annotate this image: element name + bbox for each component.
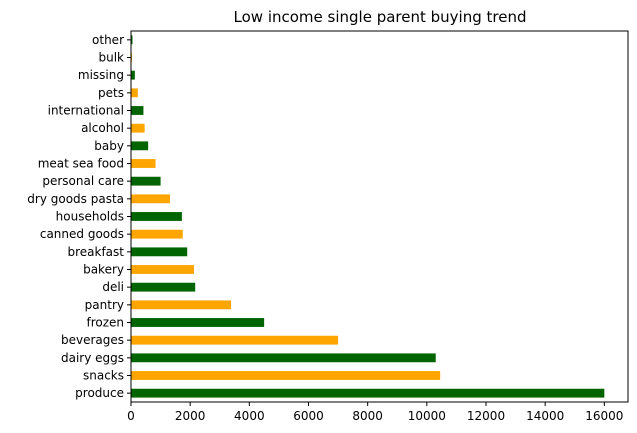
bar-breakfast <box>131 247 188 257</box>
y-tick-label: frozen <box>86 316 124 330</box>
x-tick-label: 16000 <box>585 409 623 423</box>
y-tick-label: pets <box>98 86 124 100</box>
bar-beverages <box>131 335 339 345</box>
x-tick-label: 10000 <box>408 409 446 423</box>
y-tick-label: snacks <box>83 369 124 383</box>
y-tick-label: households <box>56 210 124 224</box>
y-tick-label: bakery <box>83 263 124 277</box>
y-tick-label: missing <box>78 68 124 82</box>
bar-dry-goods-pasta <box>131 194 171 204</box>
bar-pantry <box>131 300 231 310</box>
chart-title: Low income single parent buying trend <box>234 8 527 26</box>
y-tick-label: pantry <box>85 298 124 312</box>
x-axis-ticks: 0 2000 4000 6000 8000 10000 12000 14000 16000 <box>127 402 623 423</box>
plot-frame <box>130 30 629 403</box>
bar-international <box>131 106 144 115</box>
bar-frozen <box>131 318 265 327</box>
y-tick-label: alcohol <box>81 121 124 135</box>
bar-other <box>131 35 133 45</box>
y-tick-label: dry goods pasta <box>27 192 124 206</box>
bar-bakery <box>131 265 195 274</box>
y-tick-label: other <box>92 33 124 47</box>
y-tick-label: breakfast <box>67 245 124 259</box>
bar-produce <box>131 388 605 398</box>
y-tick-label: canned goods <box>40 227 124 241</box>
bar-snacks <box>131 371 441 380</box>
bar-personal-care <box>131 176 161 186</box>
y-tick-label: produce <box>75 386 124 400</box>
x-tick-label: 6000 <box>293 409 324 423</box>
x-tick-label: 4000 <box>234 409 265 423</box>
y-tick-label: beverages <box>61 333 124 347</box>
y-tick-label: deli <box>102 280 124 294</box>
bar-alcohol <box>131 123 145 133</box>
x-tick-label: 2000 <box>175 409 206 423</box>
y-tick-label: baby <box>94 139 124 153</box>
bar-meat-sea-food <box>131 159 156 168</box>
x-tick-label: 8000 <box>352 409 383 423</box>
bar-pets <box>131 88 138 98</box>
bar-missing <box>131 70 135 80</box>
y-tick-label: meat sea food <box>38 157 124 171</box>
bar-households <box>131 212 182 221</box>
y-tick-label: international <box>48 104 124 118</box>
x-tick-label: 12000 <box>467 409 505 423</box>
y-tick-label: dairy eggs <box>61 351 124 365</box>
y-axis-ticks: produce snacks dairy eggs beverages frozen pa… <box>27 33 131 400</box>
bar-baby <box>131 141 149 151</box>
y-tick-label: bulk <box>98 51 124 65</box>
bar-deli <box>131 282 196 292</box>
bar-canned-goods <box>131 229 183 239</box>
bars-group <box>131 35 605 398</box>
y-tick-label: personal care <box>42 174 124 188</box>
x-tick-label: 14000 <box>526 409 564 423</box>
bar-dairy-eggs <box>131 353 436 363</box>
x-tick-label: 0 <box>127 409 135 423</box>
